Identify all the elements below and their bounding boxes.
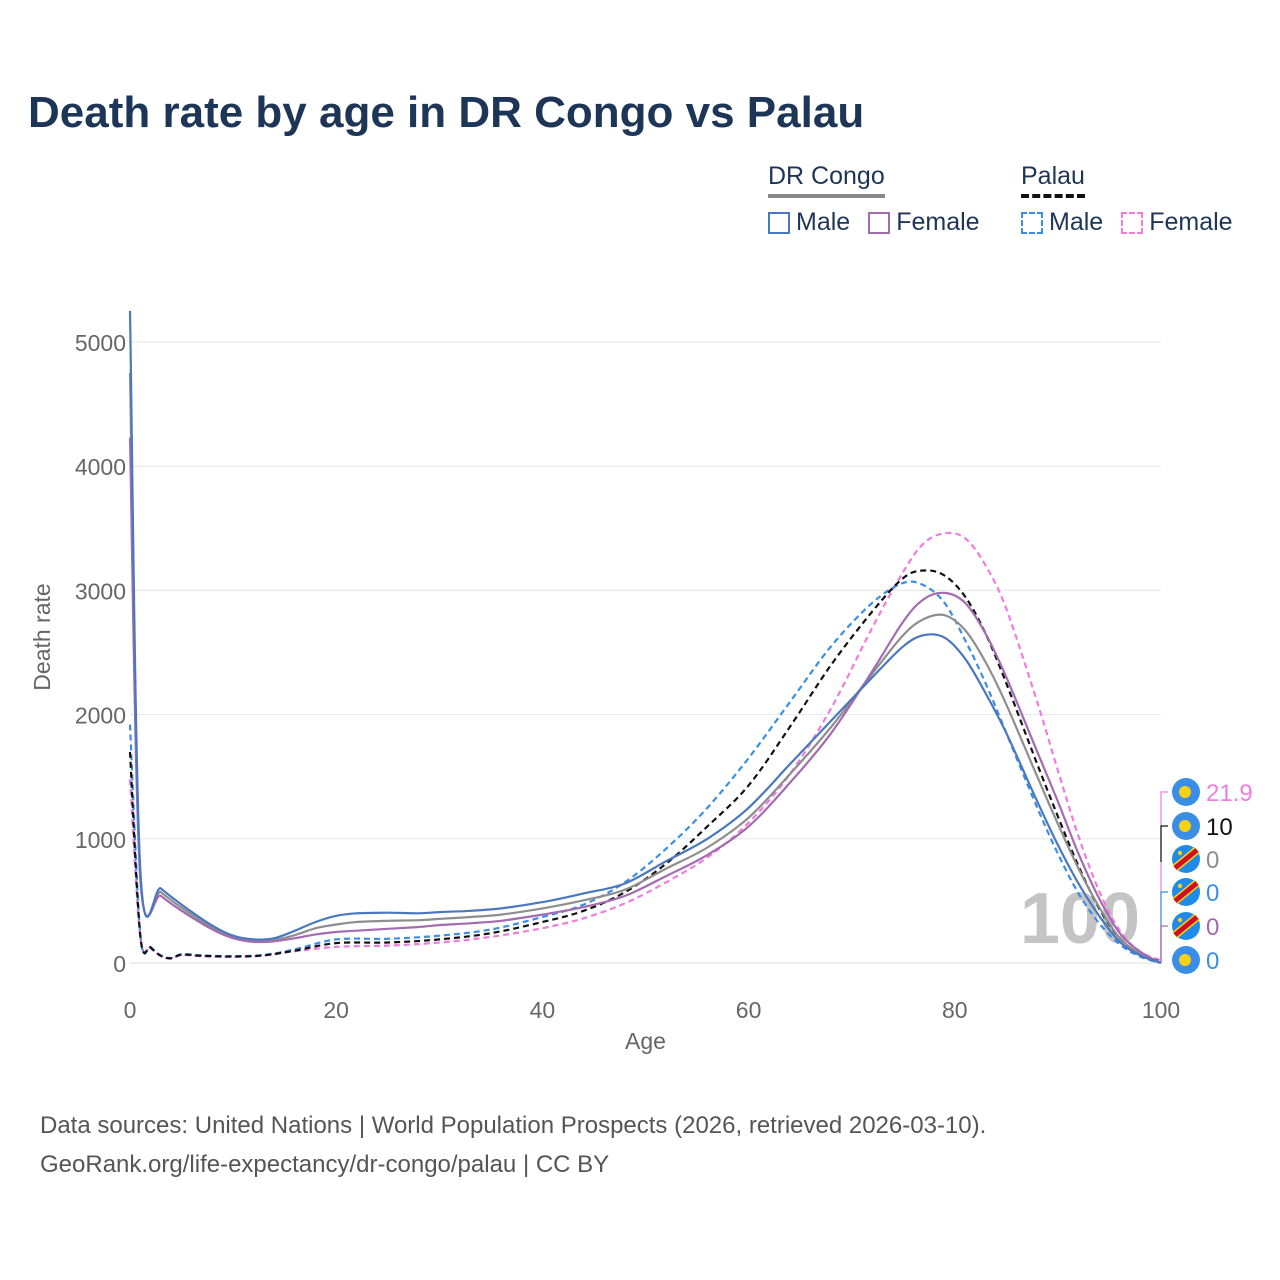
x-tick-label: 100 [1142,997,1180,1023]
y-tick-label: 0 [113,951,126,977]
x-axis-label: Age [625,1028,666,1054]
legend-swatch [768,211,790,234]
x-tick-label: 40 [530,997,556,1023]
series-line-palau-male [128,580,1162,965]
legend-group-title: DR Congo [768,162,885,198]
series-line-palau-female [128,531,1162,962]
y-tick-label: 1000 [75,827,126,853]
end-label-connector [1160,825,1168,862]
year-watermark: 100 [1020,879,1140,959]
dr-congo-flag-star [1177,850,1183,856]
palau-flag-moon [1179,820,1191,832]
dr-congo-flag-stripe-red [1173,881,1199,903]
legend-label: Male [796,208,851,236]
x-tick-label: 0 [124,997,137,1023]
legend-item-palau-male[interactable]: Male [1021,208,1103,237]
end-value-label: 21.9 [1206,780,1253,807]
dr-congo-flag-stripe-red [1173,915,1199,937]
x-tick-label: 60 [736,997,762,1023]
legend-label: Female [1149,208,1233,236]
legend-group-palau[interactable]: Palau Male Female [1021,162,1233,237]
end-value-label: 10 [1206,814,1233,841]
palau-flag-moon [1179,954,1191,966]
source-line-2[interactable]: GeoRank.org/life-expectancy/dr-congo/pal… [40,1151,610,1178]
end-label-connector [1160,891,1168,963]
legend-swatch [1121,211,1144,234]
legend-item-palau-female[interactable]: Female [1121,208,1233,237]
source-note: Data sources: United Nations | World Pop… [40,1106,986,1184]
legend-item-dr-congo-male[interactable]: Male [768,208,850,237]
legend-label: Female [896,208,980,236]
y-tick-label: 3000 [75,578,126,604]
legend-swatch [868,211,891,234]
series-line-dr-congo-total [128,372,1162,965]
dr-congo-flag-star [1177,883,1183,889]
y-axis-label: Death rate [29,583,55,690]
y-tick-label: 2000 [75,703,126,729]
series-line-palau-total [128,569,1162,963]
y-tick-label: 4000 [75,454,126,480]
chart-title: Death rate by age in DR Congo vs Palau [28,88,865,137]
legend-group-title: Palau [1021,162,1085,198]
end-value-label: 0 [1206,948,1219,975]
end-value-label: 0 [1206,847,1219,874]
end-value-label: 0 [1206,880,1219,907]
series-line-dr-congo-male [128,310,1162,965]
legend-group-dr-congo[interactable]: DR Congo Male Female [768,162,980,237]
palau-flag-moon [1179,786,1191,798]
dr-congo-flag-star [1177,917,1183,923]
end-label-connector [1160,791,1168,963]
y-tick-label: 5000 [75,330,126,356]
x-tick-label: 20 [323,997,349,1023]
end-label-connector [1160,925,1168,963]
legend-swatch [1021,211,1043,234]
end-value-label: 0 [1206,914,1219,941]
dr-congo-flag-stripe-red [1173,848,1199,870]
legend-label: Male [1049,208,1104,236]
x-tick-label: 80 [942,997,968,1023]
legend-item-dr-congo-female[interactable]: Female [868,208,980,237]
source-line-1: Data sources: United Nations | World Pop… [40,1112,987,1139]
series-line-dr-congo-female [128,437,1162,964]
